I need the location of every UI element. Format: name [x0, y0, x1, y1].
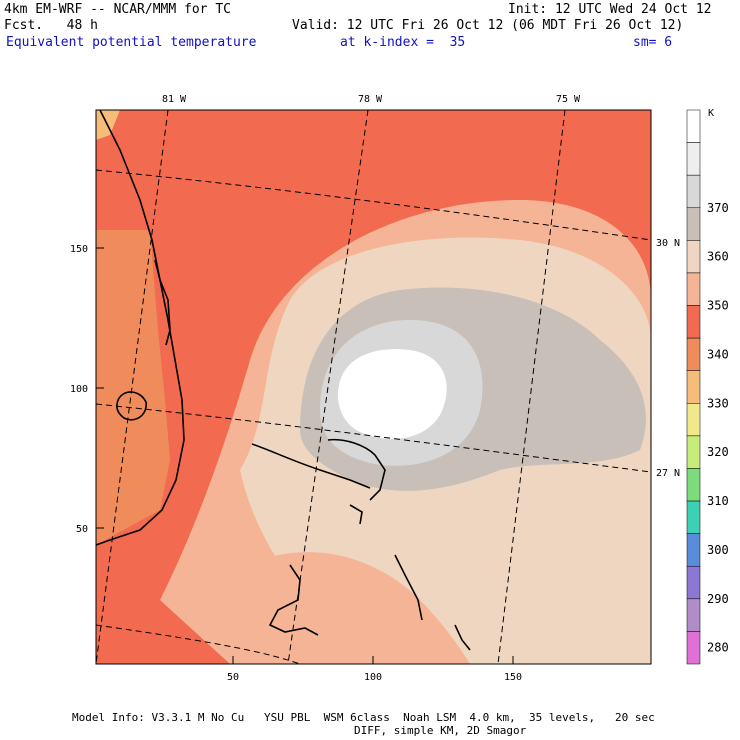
- lat-label-30n: 30 N: [656, 238, 680, 249]
- colorbar-segment: [686, 468, 701, 502]
- colorbar-level-label: 370: [707, 201, 729, 215]
- florida-east-coast: [96, 110, 185, 546]
- colorbar-segment: [686, 272, 701, 306]
- init-time: Init: 12 UTC Wed 24 Oct 12: [508, 2, 712, 17]
- grand-bahama: [251, 443, 371, 489]
- colorbar-level-label: 350: [707, 299, 729, 313]
- cat-island: [454, 624, 471, 651]
- colorbar-segment: [686, 109, 701, 143]
- meridian-81w: [96, 110, 169, 664]
- colorbar-level-label: 360: [707, 250, 729, 264]
- meridian-78w: [287, 110, 369, 664]
- florida-peninsula: [96, 230, 170, 545]
- indian-river-lagoon: [154, 259, 171, 346]
- valid-time: Valid: 12 UTC Fri 26 Oct 12 (06 MDT Fri …: [292, 18, 684, 33]
- lake-okeechobee: [116, 391, 147, 421]
- lat-label-27n: 27 N: [656, 468, 680, 479]
- x-grid-label-100: 100: [364, 672, 382, 683]
- y-grid-label-50: 50: [76, 524, 88, 535]
- colorbar-level-label: 300: [707, 543, 729, 557]
- colorbar-segment: [686, 305, 701, 339]
- colorbar-level-label: 310: [707, 494, 729, 508]
- colorbar-segment: [686, 533, 701, 567]
- colorbar-segment: [686, 370, 701, 404]
- southern-peach-patch: [260, 552, 470, 664]
- bahamas-small-islands: [349, 504, 363, 525]
- colorbar-level-label: 340: [707, 347, 729, 361]
- colorbar-level-label: 290: [707, 592, 729, 606]
- lon-label-81w: 81 W: [162, 94, 187, 105]
- colorbar-level-label: 320: [707, 445, 729, 459]
- forecast-hour: Fcst. 48 h: [4, 18, 98, 33]
- parallel-27n: [96, 403, 651, 473]
- colorbar-segment: [686, 142, 701, 176]
- colorbar-segment: [686, 500, 701, 534]
- colorbar-segment: [686, 631, 701, 665]
- colorbar-segment: [686, 207, 701, 241]
- lon-label-75w: 75 W: [556, 94, 581, 105]
- x-grid-label-150: 150: [504, 672, 522, 683]
- smoothing: sm= 6: [633, 35, 673, 50]
- model-info-diffusion: DIFF, simple KM, 2D Smagor: [354, 724, 527, 737]
- colorbar-unit: K: [708, 108, 714, 119]
- colorbar-segment: [686, 174, 701, 209]
- model-info: Model Info: V3.3.1 M No Cu YSU PBL WSM 6…: [72, 711, 655, 724]
- colorbar-level-label: 330: [707, 396, 729, 410]
- model-title: 4km EM-WRF -- NCAR/MMM for TC: [4, 2, 231, 17]
- k-index: at k-index = 35: [340, 35, 466, 50]
- parallel-24n: [96, 624, 301, 664]
- field-name: Equivalent potential temperature: [6, 35, 257, 50]
- colorbar-segment: [686, 435, 701, 469]
- x-grid-label-50: 50: [227, 672, 239, 683]
- parallel-30n: [96, 169, 651, 241]
- colorbar-segment: [686, 337, 701, 371]
- colorbar-segment: [686, 565, 701, 600]
- graticule: [96, 110, 651, 664]
- colorbar-segment: [686, 240, 701, 274]
- colorbar-level-label: 280: [707, 641, 729, 655]
- coastlines: [96, 110, 471, 651]
- colorbar-segment: [686, 403, 701, 437]
- axis-ticks: [96, 247, 514, 664]
- storm-core: [338, 349, 447, 439]
- colorbar-segment: [686, 598, 701, 632]
- lon-label-78w: 78 W: [358, 94, 383, 105]
- y-grid-label-100: 100: [70, 384, 88, 395]
- abaco-island: [327, 438, 386, 501]
- andros-island: [268, 564, 319, 636]
- colorbar: 370 360 350 340 330 320 310 300 290 280: [686, 109, 729, 665]
- y-grid-label-150: 150: [70, 244, 88, 255]
- theta-e-field: [96, 110, 651, 664]
- meridian-75w: [497, 110, 566, 664]
- eleuthera-island: [394, 554, 423, 621]
